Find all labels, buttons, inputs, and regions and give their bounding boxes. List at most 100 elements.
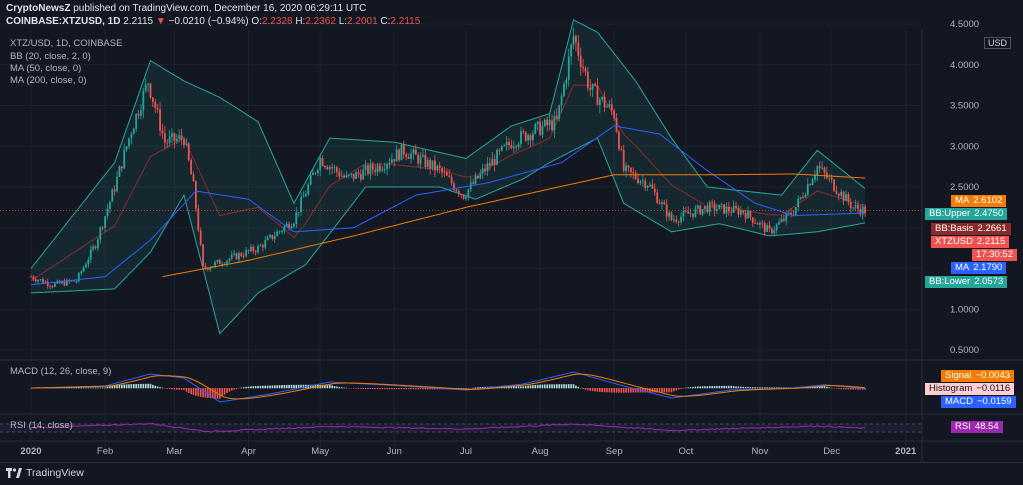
publisher-name[interactable]: CryptoNewsZ xyxy=(6,3,70,14)
candle-body xyxy=(456,190,458,191)
candle-body xyxy=(233,253,235,254)
candle-body xyxy=(551,120,553,130)
candle-body xyxy=(797,199,799,207)
macd-histogram-bar xyxy=(714,386,716,388)
candle-body xyxy=(420,156,422,163)
candle-body xyxy=(496,150,498,165)
macd-histogram-bar xyxy=(128,384,130,388)
candle-body xyxy=(628,166,630,168)
candle-body xyxy=(415,149,417,154)
candle-body xyxy=(32,277,34,280)
candle-body xyxy=(434,161,436,171)
candle-body xyxy=(754,223,756,224)
macd-histogram-bar xyxy=(687,387,689,388)
price-tag-value: 2.2115 xyxy=(977,236,1005,247)
macd-histogram-bar xyxy=(723,386,725,388)
candle-body xyxy=(697,206,699,209)
macd-histogram-bar xyxy=(549,384,551,388)
candle-body xyxy=(745,213,747,219)
macd-histogram-bar xyxy=(556,384,558,388)
candle-body xyxy=(107,209,109,216)
candle-body xyxy=(692,214,694,217)
candle-body xyxy=(138,114,140,116)
candle-body xyxy=(401,145,403,160)
rsi-legend[interactable]: RSI (14, close) xyxy=(10,420,73,431)
macd-histogram-bar xyxy=(85,388,87,389)
candle-body xyxy=(83,267,85,271)
macd-histogram-bar xyxy=(721,386,723,388)
candle-body xyxy=(542,126,544,135)
macd-histogram-bar xyxy=(425,388,427,389)
candle-body xyxy=(558,105,560,119)
candle-body xyxy=(92,247,94,250)
candle-body xyxy=(487,163,489,171)
change-value: −0.0210 (−0.94%) xyxy=(169,16,249,27)
candle-body xyxy=(494,159,496,165)
macd-histogram-bar xyxy=(532,385,534,388)
macd-histogram-bar xyxy=(331,385,333,388)
macd-histogram-bar xyxy=(334,386,336,388)
macd-histogram-bar xyxy=(360,388,362,389)
candle-body xyxy=(49,286,51,287)
candle-body xyxy=(377,165,379,172)
candle-body xyxy=(262,245,264,247)
macd-histogram-bar xyxy=(558,384,560,388)
macd-histogram-bar xyxy=(845,388,847,389)
tradingview-logo[interactable]: TradingView xyxy=(6,467,84,479)
macd-histogram-bar xyxy=(250,386,252,388)
candle-body xyxy=(499,150,501,151)
candle-body xyxy=(413,149,415,153)
candle-body xyxy=(539,122,541,135)
candle-body xyxy=(489,163,491,165)
candle-body xyxy=(408,157,410,159)
candle-body xyxy=(338,172,340,177)
macd-histogram-bar xyxy=(405,388,407,389)
candle-body xyxy=(76,281,78,282)
macd-histogram-bar xyxy=(702,386,704,388)
macd-histogram-bar xyxy=(295,385,297,388)
candle-body xyxy=(174,133,176,141)
bb-legend[interactable]: BB (20, close, 2, 0) xyxy=(10,51,91,62)
candle-body xyxy=(475,176,477,184)
candle-body xyxy=(721,204,723,205)
ma50-legend[interactable]: MA (50, close, 0) xyxy=(10,63,81,74)
macd-histogram-bar xyxy=(711,386,713,388)
candle-body xyxy=(776,224,778,230)
candle-body xyxy=(778,222,780,224)
macd-histogram-bar xyxy=(597,388,599,392)
candle-body xyxy=(556,116,558,119)
candle-body xyxy=(824,168,826,173)
macd-histogram-bar xyxy=(401,388,403,389)
candle-body xyxy=(350,174,352,175)
macd-histogram-bar xyxy=(587,388,589,390)
candle-body xyxy=(563,84,565,96)
macd-histogram-bar xyxy=(257,386,259,388)
candle-body xyxy=(845,194,847,201)
candle-body xyxy=(804,195,806,197)
macd-histogram-bar xyxy=(621,388,623,393)
macd-histogram-bar xyxy=(260,386,262,388)
candle-body xyxy=(331,167,333,168)
macd-histogram-bar xyxy=(100,388,102,389)
candle-body xyxy=(585,68,587,71)
macd-histogram-bar xyxy=(176,388,178,390)
candle-body xyxy=(260,245,262,246)
ma200-legend[interactable]: MA (200, close, 0) xyxy=(10,75,87,86)
candle-body xyxy=(298,212,300,213)
candle-body xyxy=(554,116,556,130)
macd-histogram-bar xyxy=(568,384,570,388)
macd-histogram-bar xyxy=(563,384,565,388)
candle-body xyxy=(458,191,460,194)
macd-histogram-bar xyxy=(147,384,149,389)
candle-body xyxy=(491,159,493,166)
macd-histogram-bar xyxy=(403,388,405,389)
macd-histogram-bar xyxy=(594,388,596,391)
macd-histogram-bar xyxy=(274,385,276,388)
macd-legend[interactable]: MACD (12, 26, close, 9) xyxy=(10,366,111,377)
candle-body xyxy=(250,247,252,251)
macd-tag-value: −0.0159 xyxy=(977,396,1012,407)
macd-histogram-bar xyxy=(601,388,603,392)
macd-histogram-bar xyxy=(224,388,226,394)
currency-label[interactable]: USD xyxy=(984,37,1011,49)
candle-body xyxy=(532,133,534,140)
